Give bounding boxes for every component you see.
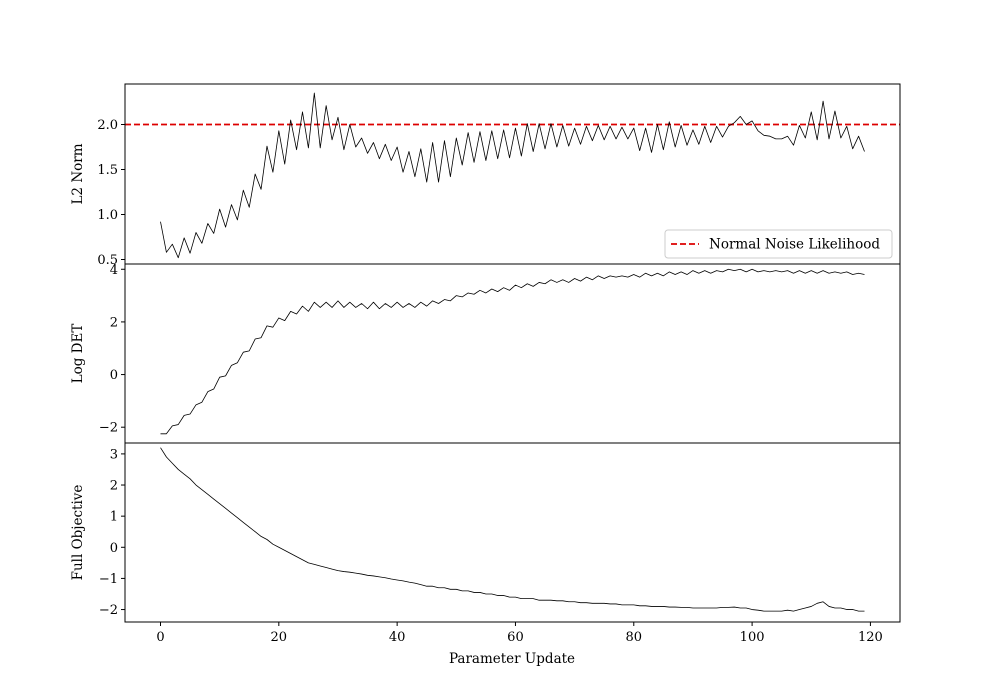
x-tick-label: 40: [389, 630, 406, 645]
y-tick-label: −1: [99, 572, 118, 587]
panel-logdet: −2 0 2 4 Log DET: [70, 263, 901, 444]
y-tick-label: −2: [99, 421, 118, 436]
legend-label: Normal Noise Likelihood: [709, 237, 880, 253]
y-axis-label-objective: Full Objective: [70, 485, 86, 581]
series-line-logdet-0: [160, 268, 865, 435]
panel-objective: −2 −1 0 1 2 3 Full Objective: [70, 442, 901, 623]
series-line-objective-0: [160, 447, 865, 612]
y-tick-label: 0.5: [97, 253, 118, 268]
x-tick-label: 120: [858, 630, 883, 645]
x-axis-label: Parameter Update: [449, 651, 575, 667]
x-tick-label: 0: [156, 630, 164, 645]
y-tick-label: 2: [110, 315, 118, 330]
x-tick-label: 60: [507, 630, 524, 645]
y-tick-label: 2.0: [97, 118, 118, 133]
x-tick-label: 80: [626, 630, 643, 645]
y-tick-label: 2: [110, 479, 118, 494]
y-tick-label: 0: [110, 541, 118, 556]
y-tick-label: 0: [110, 368, 118, 383]
y-tick-label: 4: [110, 263, 118, 278]
y-axis-label-logdet: Log DET: [70, 324, 86, 384]
y-tick-label: 1: [110, 510, 118, 525]
panel-frame: [124, 263, 901, 444]
panel-l2: 0.5 1.0 1.5 2.0 L2 Norm Normal Noise Likeliho…: [70, 83, 901, 268]
legend: Normal Noise Likelihood: [664, 229, 893, 259]
y-tick-label: −2: [99, 603, 118, 618]
x-tick-label: 100: [740, 630, 765, 645]
x-tick-label: 20: [271, 630, 288, 645]
y-tick-label: 1.5: [97, 163, 118, 178]
y-tick-label: 1.0: [97, 208, 118, 223]
panels-layer: 0.5 1.0 1.5 2.0 L2 Norm Normal Noise Likeliho…: [70, 83, 901, 645]
panel-frame: [124, 442, 901, 623]
series-line-l2-0: [160, 92, 865, 259]
y-tick-label: 3: [110, 447, 118, 462]
y-axis-label-l2: L2 Norm: [70, 143, 86, 204]
legend-box: [664, 229, 893, 259]
